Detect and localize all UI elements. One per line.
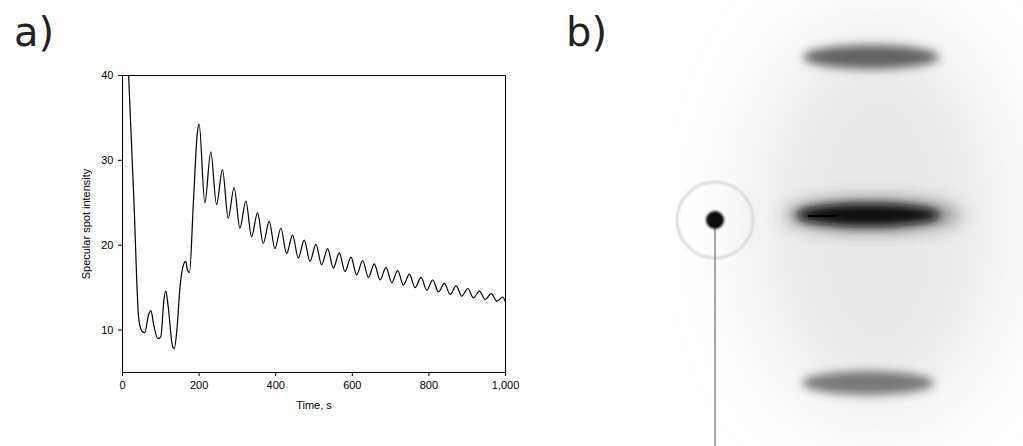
svg-text:1,000: 1,000 xyxy=(492,379,520,391)
svg-text:0: 0 xyxy=(119,379,125,391)
svg-text:600: 600 xyxy=(343,379,361,391)
svg-text:800: 800 xyxy=(420,379,438,391)
svg-text:10: 10 xyxy=(101,324,113,336)
html-text:b): b) xyxy=(566,9,607,55)
svg-text:Specular spot intensity: Specular spot intensity xyxy=(80,168,92,279)
svg-text:200: 200 xyxy=(190,379,208,391)
svg-text:20: 20 xyxy=(101,239,113,251)
html-text:a): a) xyxy=(14,9,55,55)
svg-text:400: 400 xyxy=(267,379,285,391)
svg-text:Time, s: Time, s xyxy=(296,399,332,411)
svg-text:40: 40 xyxy=(101,69,113,81)
svg-text:30: 30 xyxy=(101,154,113,166)
